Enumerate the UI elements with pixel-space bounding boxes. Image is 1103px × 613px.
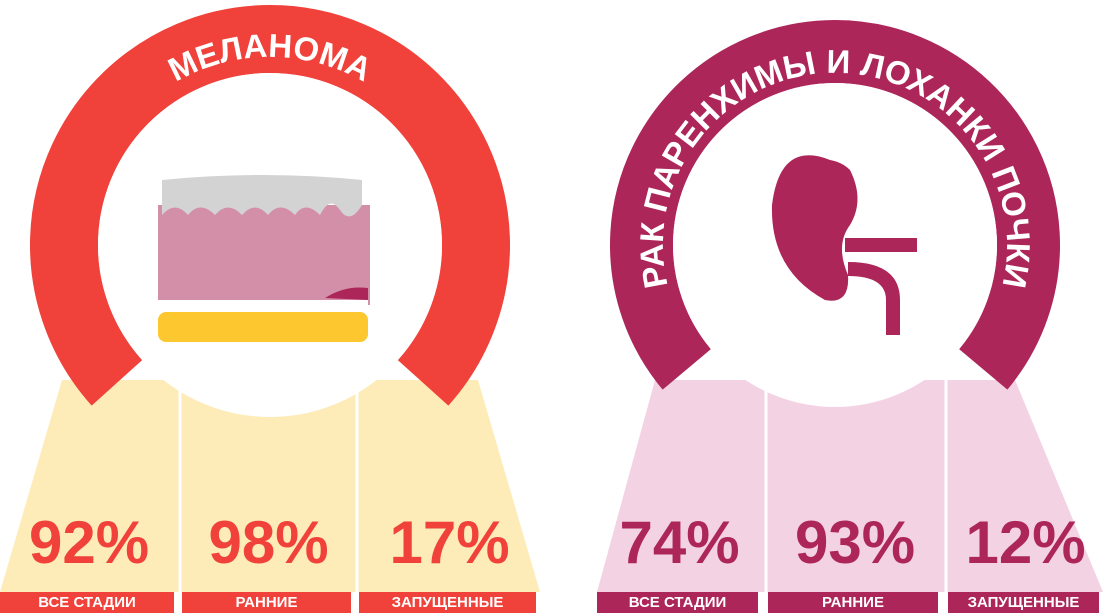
percentage: 93% [795, 509, 915, 576]
caption: ЗАПУЩЕННЫЕ [392, 594, 504, 611]
caption-box [0, 592, 174, 613]
skin-icon [158, 175, 370, 342]
caption: ВСЕ СТАДИИ [629, 594, 727, 611]
caption: ЗАПУЩЕННЫЕ [968, 594, 1080, 611]
caption-box [948, 592, 1099, 613]
ring [610, 20, 1060, 390]
percentage: 98% [208, 509, 328, 576]
ring [30, 5, 510, 406]
caption: ВСЕ СТАДИИ [38, 594, 136, 611]
caption-box [597, 592, 758, 613]
caption-box [182, 592, 351, 613]
percentage: 92% [29, 509, 149, 576]
percentage: 74% [619, 509, 739, 576]
caption-box [768, 592, 938, 613]
percentage: 17% [389, 509, 509, 576]
kidney-icon [771, 155, 917, 335]
background-fan [0, 380, 540, 592]
percentage: 12% [965, 509, 1085, 576]
caption-box [359, 592, 536, 613]
caption: РАННИЕ [822, 594, 884, 611]
caption: РАННИЕ [236, 594, 298, 611]
background-fan [597, 380, 1103, 592]
